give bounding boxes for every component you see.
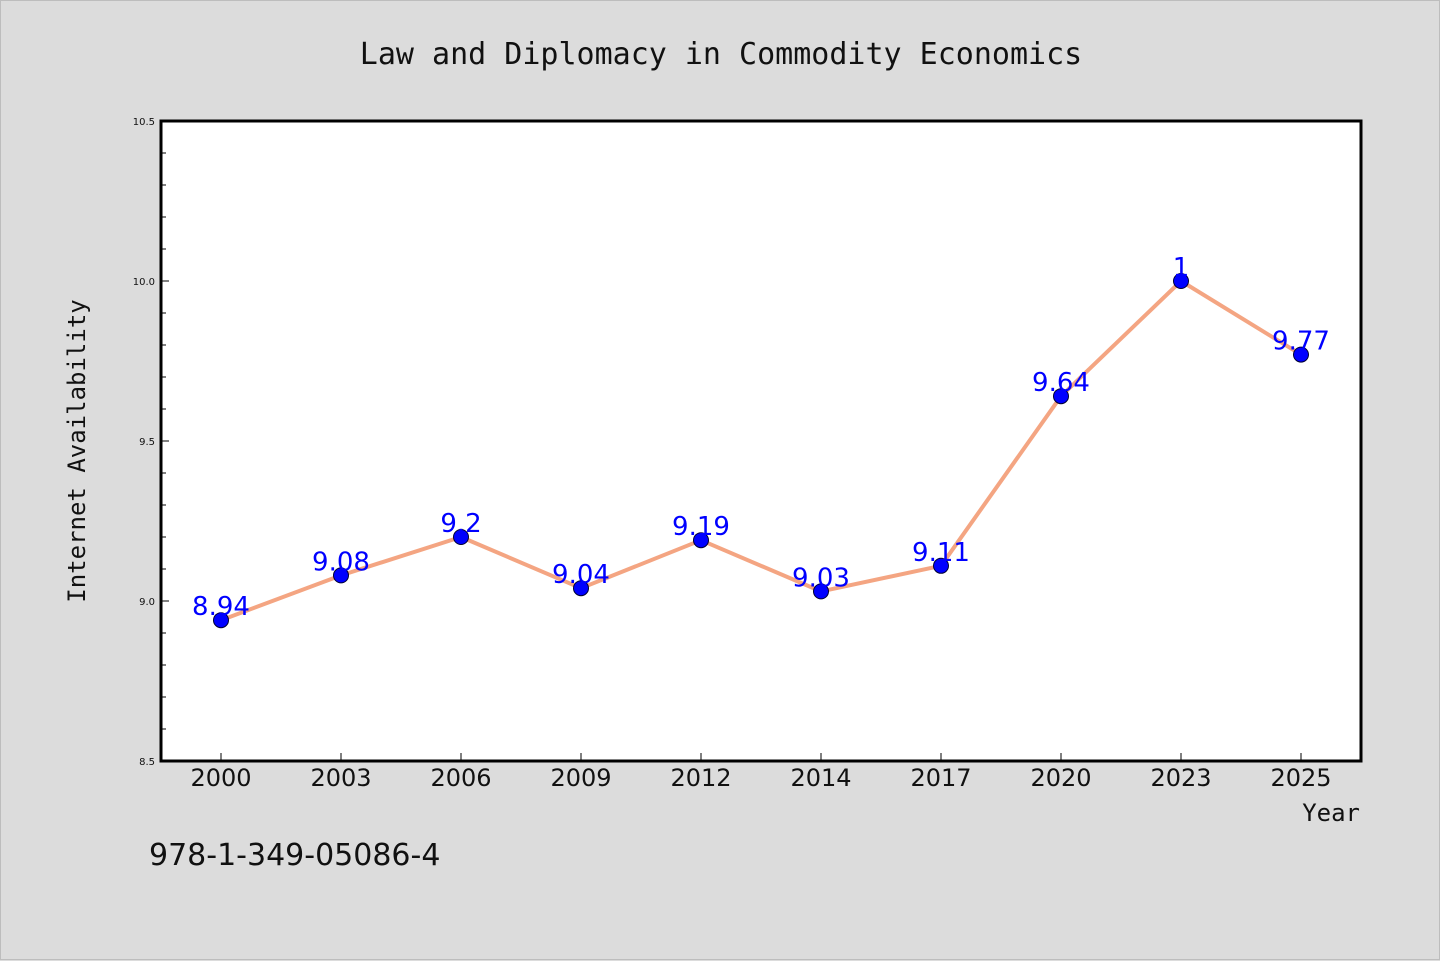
data-point — [693, 532, 709, 549]
plot-frame — [159, 119, 1363, 763]
y-tick-label: 8.5 — [139, 757, 155, 768]
x-tick-label: 2006 — [430, 764, 491, 792]
data-label: 9.2 — [440, 509, 481, 539]
x-axis: 2000 2003 2006 2009 2012 2014 2017 2020 2023 2025 — [190, 753, 1332, 792]
data-label: 9.64 — [1032, 368, 1090, 398]
x-axis-label: Year — [1302, 799, 1360, 827]
data-point — [1293, 346, 1309, 363]
data-label: 9.03 — [792, 563, 850, 593]
data-point — [453, 529, 469, 545]
series-group: 8.94 9.08 9.2 9.04 9.19 9.03 9.11 9.64 1 9.77 — [192, 253, 1330, 629]
x-tick-label: 2025 — [1270, 764, 1331, 792]
chart-title: Law and Diplomacy in Commodity Economics — [360, 37, 1082, 72]
data-label: 1 — [1173, 253, 1190, 283]
data-label: 9.04 — [552, 560, 610, 590]
data-label: 8.94 — [192, 592, 250, 622]
y-tick-label: 10.5 — [133, 117, 155, 128]
x-tick-label: 2003 — [310, 764, 371, 792]
data-point — [333, 567, 349, 584]
data-point — [573, 580, 589, 597]
data-label: 9.77 — [1272, 327, 1330, 357]
x-tick-label: 2012 — [670, 764, 731, 792]
y-tick-label: 9.0 — [139, 597, 155, 608]
isbn-annotation: 978-1-349-05086-4 — [149, 838, 440, 873]
x-tick-label: 2020 — [1030, 764, 1091, 792]
data-label: 9.19 — [672, 512, 730, 542]
data-point — [933, 557, 949, 574]
data-point — [813, 583, 829, 600]
data-point — [1053, 388, 1069, 405]
x-tick-label: 2000 — [190, 764, 251, 792]
plot-area — [161, 121, 1361, 761]
data-point — [213, 612, 229, 629]
series-line — [220, 279, 1303, 623]
data-label: 9.08 — [312, 547, 370, 577]
data-point — [1173, 273, 1189, 289]
x-tick-label: 2014 — [790, 764, 851, 792]
x-tick-label: 2017 — [910, 764, 971, 792]
y-tick-label: 9.5 — [139, 437, 155, 448]
y-tick-label: 10.0 — [133, 277, 155, 288]
x-tick-label: 2009 — [550, 764, 611, 792]
x-tick-label: 2023 — [1150, 764, 1211, 792]
y-axis-label: Internet Availability — [63, 299, 91, 602]
data-label: 9.11 — [912, 538, 970, 568]
